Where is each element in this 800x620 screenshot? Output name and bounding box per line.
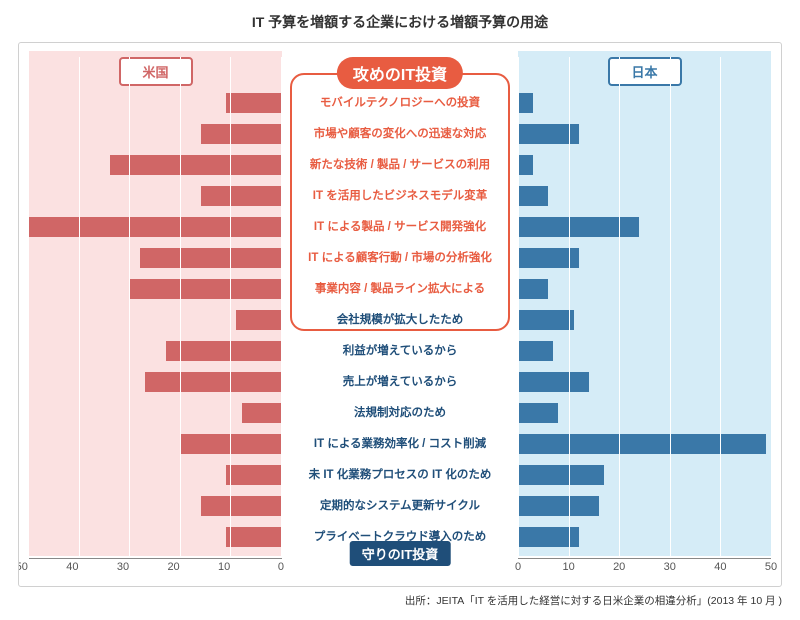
us-bar [226, 527, 282, 547]
jp-bar [518, 155, 533, 175]
axis-tick: 10 [218, 561, 230, 573]
gridline [129, 57, 130, 556]
category-label: 事業内容 / 製品ライン拡大による [282, 279, 518, 299]
jp-bar [518, 341, 553, 361]
jp-bar [518, 217, 639, 237]
offensive-label-pill: 攻めのIT投資 [337, 57, 463, 89]
jp-bar [518, 527, 579, 547]
us-bar [181, 434, 282, 454]
us-bar [226, 93, 282, 113]
gridline [670, 57, 671, 556]
category-label: モバイルテクノロジーへの投資 [282, 93, 518, 113]
us-bar [226, 465, 282, 485]
defensive-label-pill: 守りのIT投資 [350, 541, 451, 566]
category-label: IT による顧客行動 / 市場の分析強化 [282, 248, 518, 268]
gridline [619, 57, 620, 556]
us-bar [130, 279, 282, 299]
gridline [518, 57, 519, 556]
gridline [771, 57, 772, 556]
jp-bar [518, 403, 558, 423]
axis-tick: 40 [714, 561, 726, 573]
us-bar [201, 496, 282, 516]
category-label: 市場や顧客の変化への迅速な対応 [282, 124, 518, 144]
gridline [28, 57, 29, 556]
axis-tick: 0 [278, 561, 284, 573]
jp-bar [518, 310, 574, 330]
gridline [180, 57, 181, 556]
us-bars-area [29, 93, 282, 556]
jp-bar [518, 434, 766, 454]
chart-card: 米国 日本 攻めのIT投資 守りのIT投資 モバイルテクノロジーへの投資市場や顧… [18, 42, 782, 587]
jp-bar [518, 465, 604, 485]
category-label: 利益が増えているから [282, 341, 518, 361]
us-bar [201, 124, 282, 144]
gridline [79, 57, 80, 556]
jp-bar [518, 496, 599, 516]
jp-bar [518, 248, 579, 268]
jp-panel: 日本 [518, 51, 771, 556]
axis-tick: 20 [167, 561, 179, 573]
us-bar [140, 248, 282, 268]
axis-tick: 0 [515, 561, 521, 573]
category-label: 会社規模が拡大したため [282, 310, 518, 330]
category-label: 売上が増えているから [282, 372, 518, 392]
us-bar [201, 186, 282, 206]
jp-bar [518, 93, 533, 113]
category-label: 定期的なシステム更新サイクル [282, 496, 518, 516]
gridline [569, 57, 570, 556]
jp-bar [518, 372, 589, 392]
axis-tick: 30 [664, 561, 676, 573]
us-bar [145, 372, 282, 392]
axis-tick: 10 [562, 561, 574, 573]
jp-bar [518, 279, 548, 299]
us-panel: 米国 [29, 51, 282, 556]
jp-bars-area [518, 93, 771, 556]
us-bar [242, 403, 282, 423]
center-column: 攻めのIT投資 守りのIT投資 モバイルテクノロジーへの投資市場や顧客の変化への… [282, 51, 518, 556]
axis-tick: 20 [613, 561, 625, 573]
us-bar [236, 310, 282, 330]
us-bar [29, 217, 282, 237]
us-axis: 01020304050 [29, 558, 282, 578]
us-bar [110, 155, 282, 175]
category-label: IT による製品 / サービス開発強化 [282, 217, 518, 237]
category-label: IT を活用したビジネスモデル変革 [282, 186, 518, 206]
gridline [230, 57, 231, 556]
source-citation: 出所：JEITA「IT を活用した経営に対する日米企業の相違分析」(2013 年… [405, 593, 782, 608]
category-label: 新たな技術 / 製品 / サービスの利用 [282, 155, 518, 175]
axis-tick: 40 [66, 561, 78, 573]
axis-tick: 50 [765, 561, 777, 573]
category-label: 未 IT 化業務プロセスの IT 化のため [282, 465, 518, 485]
axis-tick: 50 [18, 561, 28, 573]
chart-title: IT 予算を増額する企業における増額予算の用途 [18, 12, 782, 32]
axis-tick: 30 [117, 561, 129, 573]
category-label: IT による業務効率化 / コスト削減 [282, 434, 518, 454]
jp-bar [518, 186, 548, 206]
jp-bar [518, 124, 579, 144]
gridline [720, 57, 721, 556]
category-label: 法規制対応のため [282, 403, 518, 423]
jp-axis: 01020304050 [518, 558, 771, 578]
us-bar [166, 341, 282, 361]
